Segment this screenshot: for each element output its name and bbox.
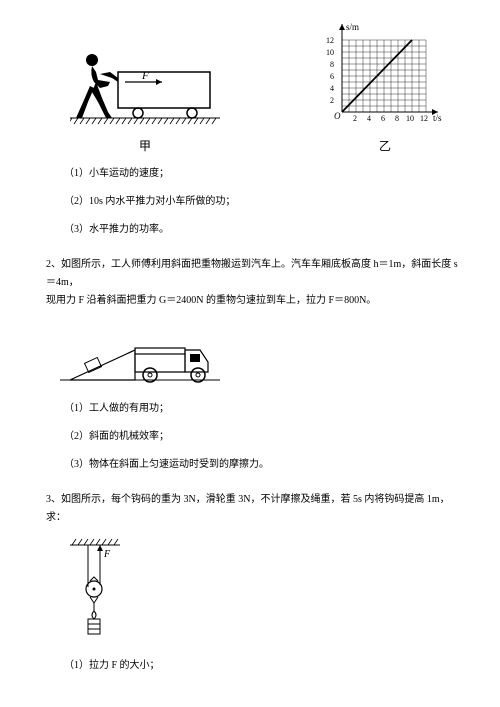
p2-q2: （2）斜面的机械效率；	[64, 429, 460, 445]
svg-text:10: 10	[326, 48, 334, 57]
svg-text:6: 6	[381, 114, 385, 123]
p1-q3: （3）水平推力的功率。	[64, 222, 460, 238]
p1-q2: （2）10s 内水平推力对小车所做的功；	[64, 194, 460, 210]
svg-text:8: 8	[330, 60, 334, 69]
svg-text:t/s: t/s	[433, 113, 442, 123]
p2-q3: （3）物体在斜面上匀速运动时受到的摩擦力。	[64, 457, 460, 473]
p3-intro: 3、如图所示，每个钩码的重为 3N，滑轮重 3N，不计摩擦及绳重，若 5s 内将…	[46, 494, 450, 523]
svg-text:8: 8	[395, 114, 399, 123]
p2-q1: （1）工人做的有用功；	[64, 401, 460, 417]
problem2-intro: 2、如图所示，工人师傅利用斜面把重物搬运到汽车上。汽车车厢底板高度 h＝1m，斜…	[46, 256, 460, 310]
problem1-questions: （1）小车运动的速度； （2）10s 内水平推力对小车所做的功； （3）水平推力…	[64, 166, 460, 238]
figure-yi: 2 4 6 8 10 12 2 4 6 8 10 12 O s/m t/s 乙	[320, 20, 450, 154]
p3-q1: （1）拉力 F 的大小；	[64, 658, 460, 674]
figure-jia: F 甲	[70, 40, 220, 154]
svg-text:12: 12	[420, 114, 428, 123]
problem3-questions: （1）拉力 F 的大小；	[64, 658, 460, 674]
svg-text:O: O	[334, 111, 341, 121]
svg-text:6: 6	[330, 72, 334, 81]
p2-intro-line1: 2、如图所示，工人师傅利用斜面把重物搬运到汽车上。汽车车厢底板高度 h＝1m，斜…	[46, 259, 458, 288]
figure-pulley: F	[60, 537, 460, 650]
problem3-intro: 3、如图所示，每个钩码的重为 3N，滑轮重 3N，不计摩擦及绳重，若 5s 内将…	[46, 491, 460, 527]
svg-text:10: 10	[406, 114, 414, 123]
svg-text:12: 12	[326, 36, 334, 45]
p1-q1: （1）小车运动的速度；	[64, 166, 460, 182]
svg-text:s/m: s/m	[346, 22, 359, 32]
p2-intro-line2: 现用力 F 沿着斜面把重力 G＝2400N 的重物匀速拉到车上，拉力 F＝800…	[46, 295, 376, 306]
cart-pushing-svg: F	[70, 40, 220, 130]
svg-text:2: 2	[330, 96, 334, 105]
figure-truck-ramp	[60, 320, 460, 393]
jia-label: 甲	[70, 137, 220, 154]
svg-text:F: F	[141, 70, 149, 82]
st-chart-svg: 2 4 6 8 10 12 2 4 6 8 10 12 O s/m t/s	[320, 20, 450, 130]
figures-row: F 甲	[40, 20, 460, 154]
svg-text:4: 4	[330, 84, 334, 93]
problem2-questions: （1）工人做的有用功； （2）斜面的机械效率； （3）物体在斜面上匀速运动时受到…	[64, 401, 460, 473]
svg-text:F: F	[103, 549, 111, 560]
svg-text:2: 2	[353, 114, 357, 123]
yi-label: 乙	[320, 137, 450, 154]
svg-text:4: 4	[367, 114, 371, 123]
